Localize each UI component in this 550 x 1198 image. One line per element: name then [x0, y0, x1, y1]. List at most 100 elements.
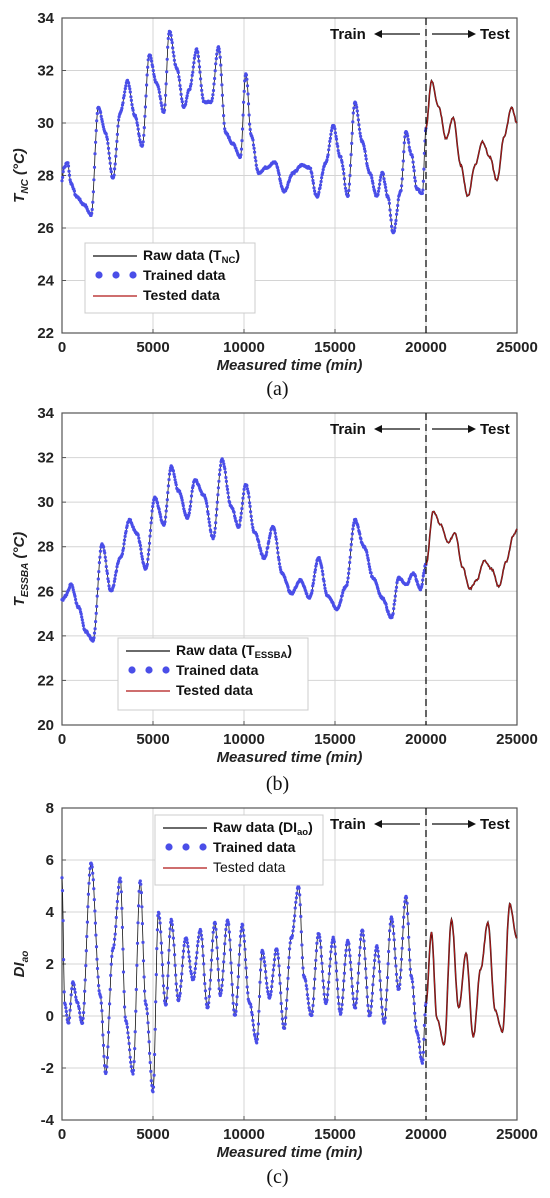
trained-data-point	[174, 973, 178, 977]
trained-data-point	[312, 578, 316, 582]
trained-data-point	[64, 1006, 68, 1010]
trained-data-point	[263, 963, 267, 968]
trained-data-point	[267, 539, 271, 544]
trained-data-point	[310, 171, 314, 175]
trained-data-point	[188, 87, 192, 91]
trained-data-point	[273, 531, 277, 535]
trained-data-point	[212, 534, 216, 538]
trained-data-point	[165, 504, 169, 508]
trained-data-point	[115, 899, 119, 904]
trained-data-point	[95, 111, 99, 116]
trained-data-point	[239, 147, 244, 151]
trained-data-point	[219, 73, 223, 77]
trained-data-point	[196, 939, 200, 944]
trained-data-point	[394, 218, 398, 223]
y-tick-label: 8	[46, 800, 54, 817]
trained-data-series	[60, 457, 428, 643]
trained-data-point	[97, 989, 101, 993]
test-label: Test	[480, 421, 510, 438]
trained-data-point	[341, 167, 345, 171]
trained-data-point	[319, 954, 323, 958]
trained-data-point	[310, 1010, 315, 1014]
x-tick-label: 25000	[496, 339, 538, 356]
trained-data-point	[159, 97, 163, 101]
trained-data-point	[209, 958, 214, 962]
trained-data-point	[250, 1013, 254, 1017]
trained-data-point	[250, 1010, 254, 1014]
trained-data-point	[207, 520, 211, 524]
trained-data-point	[314, 564, 318, 568]
trained-data-point	[308, 1008, 312, 1012]
trained-data-point	[195, 47, 199, 51]
trained-data-point	[164, 82, 168, 86]
trained-data-point	[203, 982, 207, 986]
trained-data-point	[139, 551, 143, 556]
legend-trained-label: Trained data	[176, 662, 259, 678]
trained-data-point	[349, 548, 353, 552]
trained-data-point	[341, 164, 345, 168]
trained-data-point	[113, 573, 117, 577]
legend-raw-label: Raw data (TNC)	[143, 247, 240, 266]
trained-data-point	[128, 1055, 132, 1059]
trained-data-point	[366, 168, 371, 172]
trained-data-point	[99, 995, 103, 999]
trained-data-point	[395, 581, 399, 585]
trained-data-point	[189, 969, 193, 973]
trained-data-point	[201, 944, 205, 949]
legend-raw-label: Raw data (TESSBA)	[176, 642, 292, 661]
trained-data-point	[312, 186, 316, 190]
panel-a: 22 24 26 28 30 32 34 0 5000 10000 15000 20000 25000 M…	[11, 10, 538, 400]
trained-data-point	[271, 974, 275, 978]
trained-data-point	[355, 997, 359, 1001]
trained-data-point	[168, 927, 172, 931]
trained-data-point	[396, 198, 400, 202]
trained-data-point	[257, 994, 262, 999]
trained-data-point	[313, 568, 317, 572]
trained-data-point	[167, 472, 172, 476]
trained-data-point	[333, 952, 337, 956]
trained-data-point	[357, 953, 362, 957]
trained-data-point	[351, 991, 355, 996]
trained-data-point	[113, 167, 117, 171]
trained-data-point	[165, 498, 169, 502]
trained-data-point	[265, 550, 269, 554]
trained-data-point	[305, 987, 309, 991]
trained-data-point	[237, 963, 241, 967]
x-tick-label: 20000	[405, 1126, 447, 1143]
trained-data-point	[99, 114, 103, 118]
trained-data-point	[173, 475, 177, 479]
trained-data-point	[138, 140, 142, 144]
trained-data-point	[181, 949, 186, 953]
trained-data-point	[317, 932, 321, 937]
trained-data-point	[145, 1012, 149, 1016]
trained-data-point	[298, 893, 302, 897]
trained-data-series	[60, 29, 428, 235]
trained-data-point	[244, 73, 248, 77]
trained-data-point	[67, 1016, 72, 1020]
trained-data-point	[106, 146, 111, 150]
trained-data-point	[279, 1001, 283, 1006]
trained-data-point	[253, 150, 257, 154]
trained-data-point	[122, 990, 126, 994]
trained-data-point	[279, 568, 283, 572]
trained-data-point	[413, 176, 417, 180]
y-tick-label: 32	[37, 63, 54, 80]
trained-data-point	[113, 932, 117, 936]
trained-data-point	[197, 935, 201, 939]
trained-data-point	[255, 1037, 259, 1041]
trained-data-point	[345, 580, 350, 584]
trained-data-point	[407, 140, 411, 145]
trained-data-point	[217, 47, 221, 51]
trained-data-point	[421, 578, 425, 582]
train-label: Train	[330, 421, 366, 438]
trained-data-point	[292, 925, 296, 929]
trained-data-point	[122, 96, 126, 100]
trained-data-point	[95, 594, 99, 598]
trained-data-point	[203, 989, 207, 993]
trained-data-point	[286, 585, 290, 590]
trained-data-point	[388, 929, 392, 933]
trained-data-point	[218, 468, 222, 472]
trained-data-point	[227, 922, 231, 927]
x-tick-label: 15000	[314, 339, 356, 356]
